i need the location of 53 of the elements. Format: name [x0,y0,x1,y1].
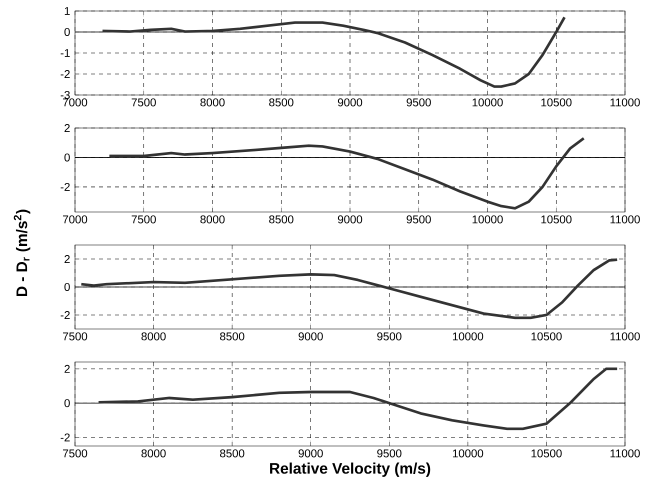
y-tick-label: 0 [64,282,70,291]
x-tick-label: 7500 [132,215,156,224]
x-tick-label: 10000 [452,449,484,458]
y-tick-label: -1 [60,49,70,57]
x-tick-label: 10000 [452,332,484,340]
x-tick-label: 10500 [541,98,572,106]
y-tick-label: -2 [60,433,70,442]
x-tick-label: 9500 [406,215,431,224]
x-tick-label: 11000 [610,98,640,106]
x-tick-label: 8000 [200,98,225,106]
y-tick-label: 1 [64,7,70,15]
y-tick-label: 2 [64,255,70,263]
x-axis-title: Relative Velocity (m/s) [270,462,430,477]
x-tick-label: 11000 [610,332,640,340]
x-tick-label: 8000 [200,215,225,224]
y-tick-label: 0 [64,153,70,162]
x-tick-label: 7500 [132,98,156,106]
x-tick-label: 9500 [406,98,431,106]
x-tick-label: 7500 [62,449,88,458]
x-tick-label: 7000 [62,215,88,224]
y-tick-label: -2 [60,70,70,78]
x-tick-label: 9000 [338,215,362,224]
y-tick-label: 0 [64,399,70,408]
y-axis-title: D - D$_{r}$ (m/s$^{2}$) [14,210,30,296]
x-tick-label: 7000 [62,98,88,106]
x-tick-label: 9500 [377,332,402,340]
y-tick-label: 0 [64,28,70,36]
x-tick-label: 8500 [269,98,294,106]
x-tick-label: 9000 [298,449,323,458]
x-tick-label: 10000 [472,98,503,106]
x-tick-label: 10500 [541,215,572,224]
x-tick-label: 9500 [377,449,402,458]
y-tick-label: -2 [60,182,70,191]
x-tick-label: 8500 [220,332,244,340]
line-series [97,368,618,430]
x-tick-label: 10000 [472,215,503,224]
line-series [101,16,566,88]
x-tick-label: 7500 [62,332,88,340]
line-series [108,136,586,210]
x-tick-label: 11000 [610,215,640,224]
x-tick-label: 8500 [220,449,244,458]
x-tick-label: 8000 [141,332,166,340]
x-tick-label: 8500 [269,215,294,224]
x-tick-label: 10500 [532,332,562,340]
line-series [80,258,618,320]
y-tick-label: 2 [64,364,70,373]
x-tick-label: 9000 [298,332,323,340]
x-tick-label: 8000 [141,449,166,458]
x-tick-label: 11000 [610,449,640,458]
y-tick-label: -2 [60,311,70,319]
y-tick-label: 2 [64,124,70,132]
x-tick-label: 10500 [532,449,562,458]
x-tick-label: 9000 [338,98,362,106]
